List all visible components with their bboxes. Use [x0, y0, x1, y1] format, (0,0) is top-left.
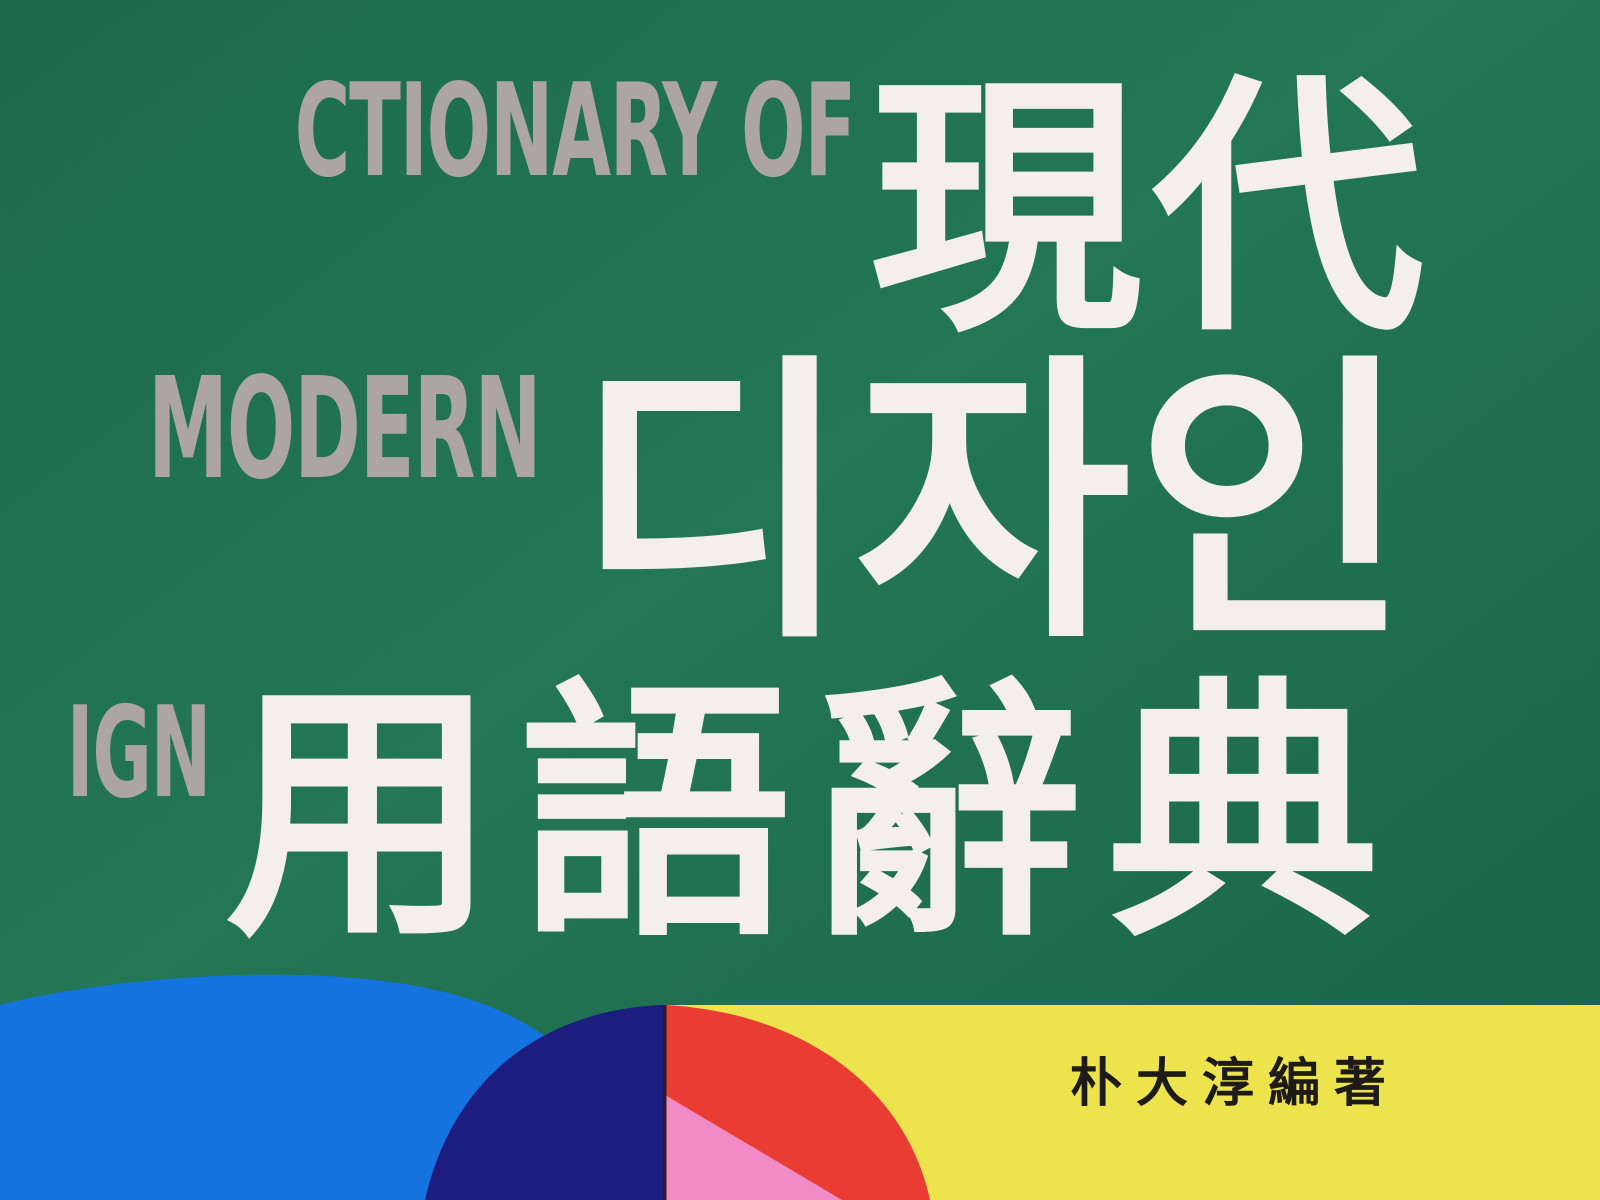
english-title-line-3: IGN — [66, 679, 212, 826]
navy-wedge — [425, 1005, 665, 1200]
korean-title-line-3: 用語辭典 — [225, 658, 1401, 974]
author-credit: 朴大淳編著 — [1070, 1054, 1401, 1114]
pink-wedge — [665, 1095, 842, 1200]
blue-shape — [0, 974, 560, 1200]
red-wedge — [665, 1005, 930, 1200]
korean-title-line-1: 現代 — [870, 53, 1434, 369]
english-title-line-1: CTIONARY OF — [294, 57, 857, 206]
korean-title-line-2: 디자인 — [575, 330, 1415, 679]
english-title-line-2: MODERN — [147, 348, 541, 511]
